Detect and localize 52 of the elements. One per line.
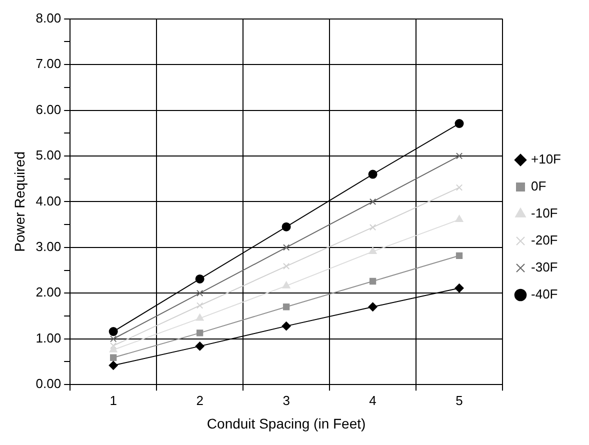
point xyxy=(456,184,463,191)
y-tick-label: 8.00 xyxy=(36,10,62,26)
point xyxy=(455,215,464,222)
x-tick-label: 5 xyxy=(456,392,463,408)
point xyxy=(456,252,463,259)
point xyxy=(368,302,378,312)
x-axis-title: Conduit Spacing (in Feet) xyxy=(206,415,366,432)
point xyxy=(454,119,464,128)
point xyxy=(368,170,378,179)
y-tick-label: 1.00 xyxy=(36,330,62,346)
point xyxy=(195,342,204,351)
x-tick-label: 1 xyxy=(110,392,117,408)
point xyxy=(108,360,118,370)
y-axis-title: Power Required xyxy=(11,152,28,252)
x-tick-label: 4 xyxy=(369,392,376,408)
point xyxy=(282,281,290,288)
point xyxy=(454,284,464,293)
point xyxy=(196,330,204,336)
point xyxy=(108,327,118,336)
point xyxy=(196,302,204,309)
point xyxy=(368,247,377,254)
legend-label: +10F xyxy=(531,152,562,167)
point xyxy=(110,336,117,342)
point xyxy=(369,198,376,206)
point xyxy=(282,322,291,331)
legend-label: -20F xyxy=(531,232,558,248)
y-tick-label: 0.00 xyxy=(36,376,62,392)
point xyxy=(196,290,204,296)
legend-label: -30F xyxy=(531,260,558,275)
y-tick-label: 7.00 xyxy=(36,56,62,72)
point xyxy=(369,278,376,285)
point xyxy=(109,345,118,352)
point xyxy=(195,274,204,284)
y-tick-label: 4.00 xyxy=(36,193,62,208)
y-tick-label: 5.00 xyxy=(36,148,62,163)
y-tick-label: 6.00 xyxy=(36,102,62,117)
y-tick-label: 2.00 xyxy=(36,284,62,300)
point xyxy=(282,262,290,270)
point xyxy=(110,354,117,361)
point xyxy=(456,152,463,160)
legend-label: -40F xyxy=(531,286,558,302)
legend-label: -10F xyxy=(531,206,558,221)
point xyxy=(110,342,117,350)
y-tick-label: 3.00 xyxy=(36,239,62,254)
point xyxy=(369,224,376,231)
x-tick-label: 3 xyxy=(282,392,290,408)
point xyxy=(196,314,204,321)
point xyxy=(282,244,290,251)
x-tick-label: 2 xyxy=(196,392,204,408)
point xyxy=(282,304,290,310)
point xyxy=(282,222,291,232)
legend-label: 0F xyxy=(531,178,546,194)
